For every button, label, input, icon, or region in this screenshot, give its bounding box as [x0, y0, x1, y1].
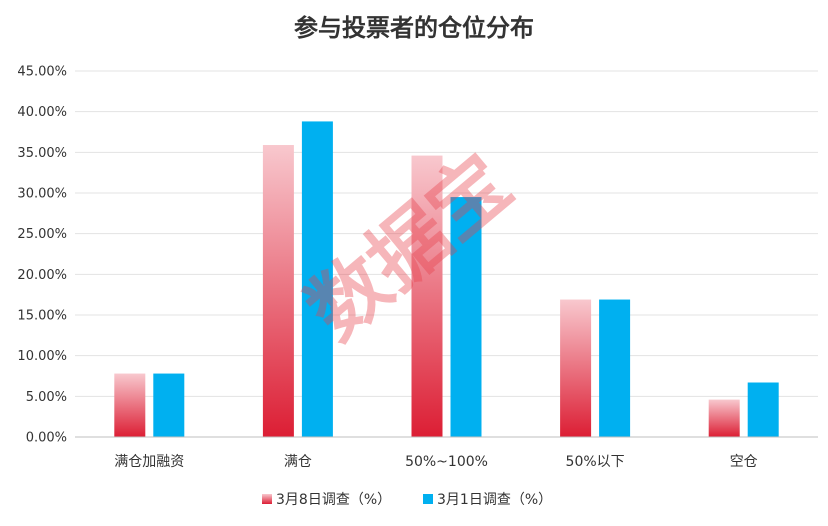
chart-title: 参与投票者的仓位分布 — [294, 13, 534, 42]
legend-label-series-1: 3月8日调查（%） — [276, 492, 391, 508]
bar-series-1 — [262, 145, 294, 437]
bar-series-2 — [747, 382, 779, 437]
bar-series-2 — [153, 373, 185, 437]
y-tick-label: 30.00% — [17, 187, 67, 202]
y-tick-label: 40.00% — [17, 105, 67, 120]
y-tick-label: 0.00% — [26, 431, 67, 446]
legend-swatch-series-1 — [262, 494, 272, 504]
y-tick-label: 20.00% — [17, 268, 67, 283]
legend: 3月8日调查（%） 3月1日调查（%） — [262, 492, 552, 508]
y-tick-label: 45.00% — [17, 65, 67, 80]
x-tick-label: 满仓 — [284, 454, 312, 470]
legend-swatch-series-2 — [423, 494, 433, 504]
y-tick-label: 10.00% — [17, 349, 67, 364]
bar-series-2 — [450, 197, 482, 437]
x-tick-label: 50%~100% — [405, 454, 488, 470]
bar-series-1 — [114, 373, 146, 437]
bar-series-1 — [560, 299, 592, 437]
x-tick-label: 满仓加融资 — [114, 454, 184, 470]
x-tick-label: 空仓 — [730, 454, 758, 470]
bars — [114, 121, 779, 437]
y-tick-label: 15.00% — [17, 309, 67, 324]
bar-series-1 — [708, 399, 740, 437]
legend-label-series-2: 3月1日调查（%） — [437, 492, 552, 508]
y-tick-label: 35.00% — [17, 146, 67, 161]
x-axis-ticks: 满仓加融资 满仓 50%~100% 50%以下 空仓 — [114, 454, 757, 470]
gridlines — [75, 70, 818, 397]
y-tick-label: 25.00% — [17, 227, 67, 242]
x-tick-label: 50%以下 — [566, 454, 625, 470]
bar-series-2 — [301, 121, 333, 437]
y-tick-label: 5.00% — [26, 390, 67, 405]
bar-series-1 — [411, 155, 443, 437]
y-axis-ticks: 0.00% 5.00% 10.00% 15.00% 20.00% 25.00% 30.00%… — [17, 65, 67, 446]
bar-series-2 — [599, 299, 631, 437]
